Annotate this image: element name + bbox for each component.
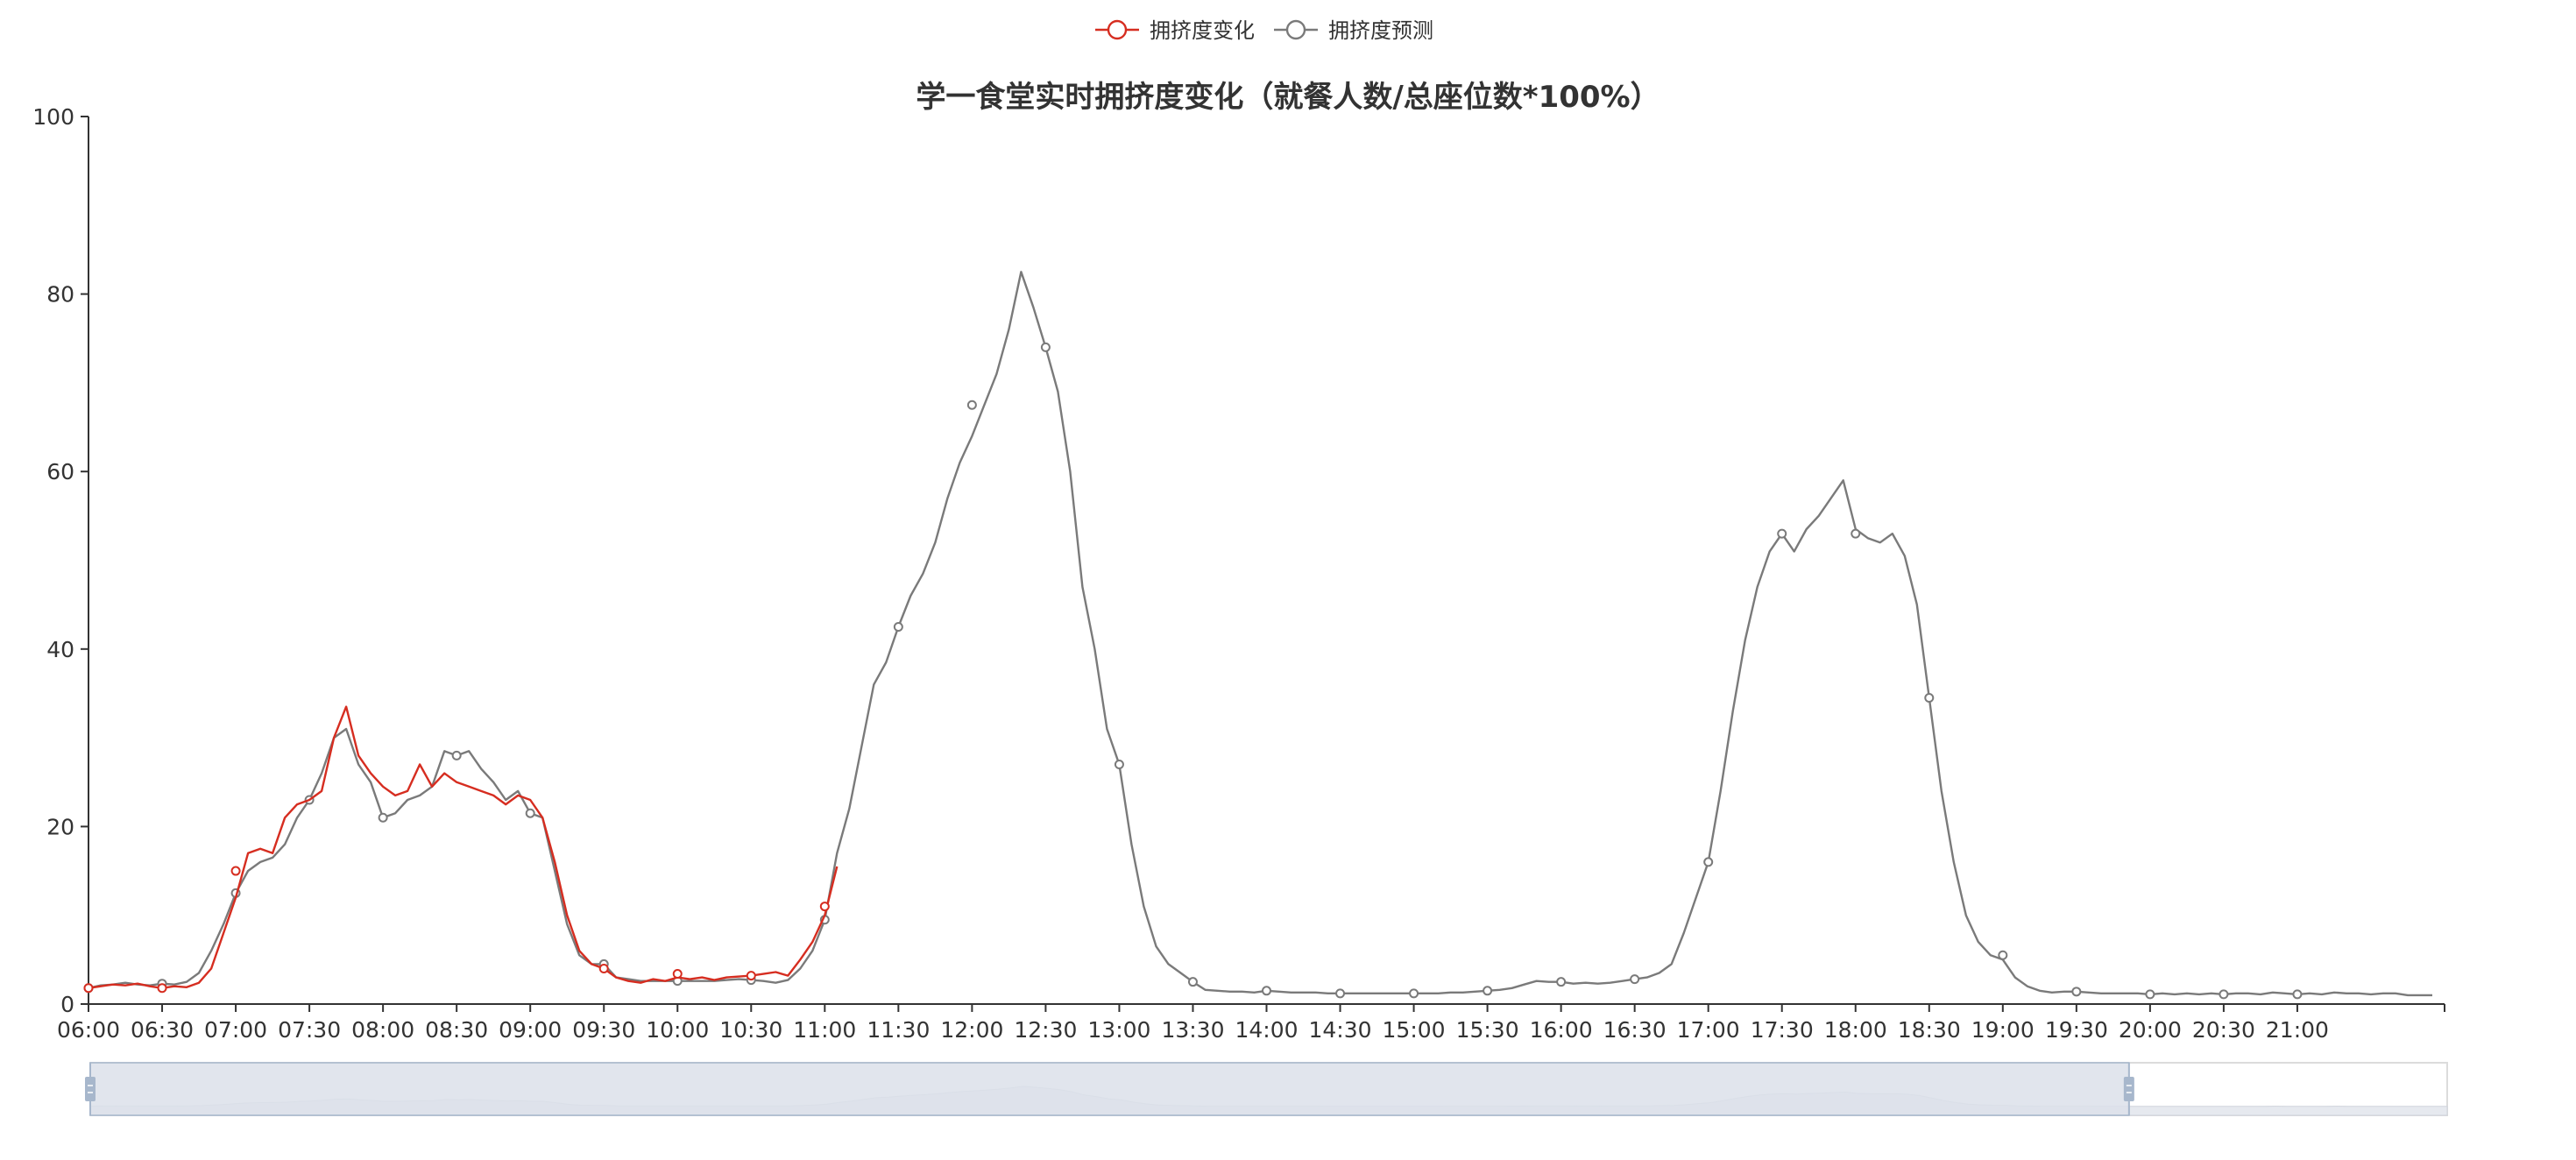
- series-line: [88, 705, 839, 989]
- data-point[interactable]: [1262, 986, 1271, 996]
- x-tick-label: 09:30: [572, 1017, 635, 1043]
- legend: 拥挤度变化 拥挤度预测: [1095, 18, 1433, 43]
- grip-icon: [2123, 1077, 2134, 1101]
- x-tick-label: 07:30: [278, 1017, 341, 1043]
- data-point[interactable]: [1556, 977, 1567, 987]
- x-tick-label: 12:30: [1014, 1017, 1077, 1043]
- data-point[interactable]: [1851, 528, 1861, 539]
- data-point[interactable]: [2071, 987, 2082, 997]
- data-point[interactable]: [378, 812, 388, 823]
- x-tick-label: 08:00: [351, 1017, 414, 1043]
- y-tick-label: 40: [46, 637, 74, 662]
- x-tick-label: 19:30: [2045, 1017, 2108, 1043]
- y-tick-label: 60: [46, 459, 74, 485]
- x-tick-label: 11:00: [793, 1017, 856, 1043]
- data-point[interactable]: [598, 963, 609, 973]
- data-point[interactable]: [230, 866, 241, 876]
- series-actual: [83, 705, 839, 994]
- data-point[interactable]: [1924, 693, 1935, 704]
- data-point[interactable]: [83, 983, 94, 994]
- x-tick-label: 16:00: [1530, 1017, 1593, 1043]
- data-point[interactable]: [893, 621, 903, 632]
- x-tick-label: 18:30: [1898, 1017, 1961, 1043]
- data-point[interactable]: [1703, 857, 1714, 867]
- x-tick-label: 21:00: [2266, 1017, 2329, 1043]
- x-tick-label: 19:00: [1971, 1017, 2035, 1043]
- x-tick-label: 20:00: [2119, 1017, 2182, 1043]
- x-tick-label: 17:30: [1751, 1017, 1814, 1043]
- data-point[interactable]: [819, 902, 830, 912]
- x-tick-label: 06:00: [57, 1017, 120, 1043]
- data-point[interactable]: [1187, 977, 1198, 987]
- data-point[interactable]: [451, 750, 462, 760]
- data-point[interactable]: [672, 969, 683, 980]
- y-tick-label: 80: [46, 282, 74, 308]
- data-point[interactable]: [525, 808, 535, 818]
- legend-label: 拥挤度变化: [1150, 18, 1255, 43]
- data-point[interactable]: [746, 971, 756, 981]
- data-point[interactable]: [1040, 342, 1051, 352]
- data-point[interactable]: [157, 983, 167, 994]
- data-point[interactable]: [1114, 759, 1124, 769]
- data-point[interactable]: [1998, 950, 2008, 960]
- legend-item[interactable]: 拥挤度变化: [1095, 18, 1255, 43]
- x-tick-label: 11:30: [867, 1017, 930, 1043]
- data-point[interactable]: [2219, 989, 2229, 1000]
- y-tick-label: 0: [60, 992, 74, 1017]
- data-point[interactable]: [1335, 988, 1346, 999]
- x-tick-label: 14:30: [1309, 1017, 1372, 1043]
- data-point[interactable]: [2145, 989, 2155, 1000]
- series-forecast: [83, 271, 2432, 1000]
- x-tick-label: 14:00: [1235, 1017, 1298, 1043]
- x-tick-label: 08:30: [425, 1017, 488, 1043]
- x-tick-label: 12:00: [940, 1017, 1003, 1043]
- data-point[interactable]: [1409, 988, 1419, 999]
- zoom-handle-right[interactable]: [2123, 1063, 2134, 1115]
- y-tick-label: 100: [32, 104, 74, 130]
- data-point[interactable]: [1630, 974, 1640, 985]
- data-point[interactable]: [966, 400, 977, 410]
- x-tick-label: 15:30: [1456, 1017, 1519, 1043]
- x-tick-label: 20:30: [2192, 1017, 2255, 1043]
- x-tick-label: 06:30: [131, 1017, 194, 1043]
- x-tick-label: 15:00: [1383, 1017, 1446, 1043]
- chart-title: 学一食堂实时拥挤度变化（就餐人数/总座位数*100%）: [916, 80, 1660, 115]
- x-tick-label: 10:00: [646, 1017, 709, 1043]
- series-line: [88, 271, 2432, 997]
- data-point[interactable]: [2292, 989, 2303, 1000]
- series-layer: [83, 271, 2432, 1000]
- data-point[interactable]: [1483, 986, 1493, 996]
- legend-marker-icon: [1107, 19, 1128, 40]
- data-point[interactable]: [1777, 528, 1787, 539]
- x-tick-label: 16:30: [1603, 1017, 1667, 1043]
- x-tick-label: 07:00: [204, 1017, 267, 1043]
- grip-icon: [85, 1077, 96, 1101]
- x-tick-label: 18:00: [1824, 1017, 1887, 1043]
- x-tick-label: 13:30: [1161, 1017, 1224, 1043]
- zoom-handle-left[interactable]: [85, 1063, 96, 1115]
- y-tick-label: 20: [46, 814, 74, 839]
- data-zoom-slider[interactable]: [85, 1062, 2448, 1116]
- legend-item[interactable]: 拥挤度预测: [1274, 18, 1433, 43]
- zoom-selection[interactable]: [89, 1062, 2130, 1116]
- legend-marker-icon: [1285, 19, 1306, 40]
- x-tick-label: 13:00: [1087, 1017, 1150, 1043]
- legend-label: 拥挤度预测: [1328, 18, 1433, 43]
- x-tick-label: 17:00: [1677, 1017, 1740, 1043]
- axes: 0 20 40 60 80 100 06:00 06:30 07:00 07:30 08:00 08:…: [32, 104, 2445, 1043]
- x-tick-label: 09:00: [499, 1017, 562, 1043]
- x-tick-label: 10:30: [719, 1017, 782, 1043]
